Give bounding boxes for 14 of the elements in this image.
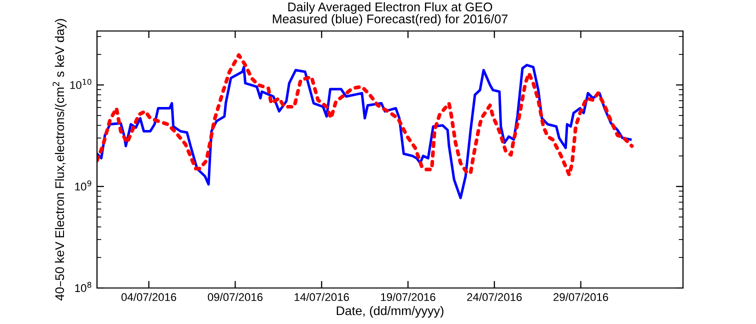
x-axis-title: Date, (dd/mm/yyyy) bbox=[336, 306, 444, 318]
x-tick-label: 04/07/2016 bbox=[121, 292, 176, 302]
x-tick-label: 09/07/2016 bbox=[208, 292, 263, 302]
x-tick-label: 14/07/2016 bbox=[294, 292, 349, 302]
chart-title: Daily Averaged Electron Flux at GEO bbox=[288, 2, 492, 14]
x-tick-label: 19/07/2016 bbox=[381, 292, 436, 302]
x-tick-label: 24/07/2016 bbox=[467, 292, 522, 302]
chart-subtitle: Measured (blue) Forecast(red) for 2016/07 bbox=[272, 14, 508, 26]
line-series bbox=[97, 53, 634, 177]
y-tick-label: 10$^{9}$ bbox=[75, 180, 92, 191]
x-tick-label: 29/07/2016 bbox=[554, 292, 608, 302]
y-tick-label: 10$^{10}$ bbox=[70, 78, 92, 90]
y-tick-label: 10$^{8}$ bbox=[75, 282, 92, 292]
y-axis-title: 40–50 keV Electron Flux,electrons/(cm$^{2}$ s keV day) bbox=[52, 19, 67, 301]
